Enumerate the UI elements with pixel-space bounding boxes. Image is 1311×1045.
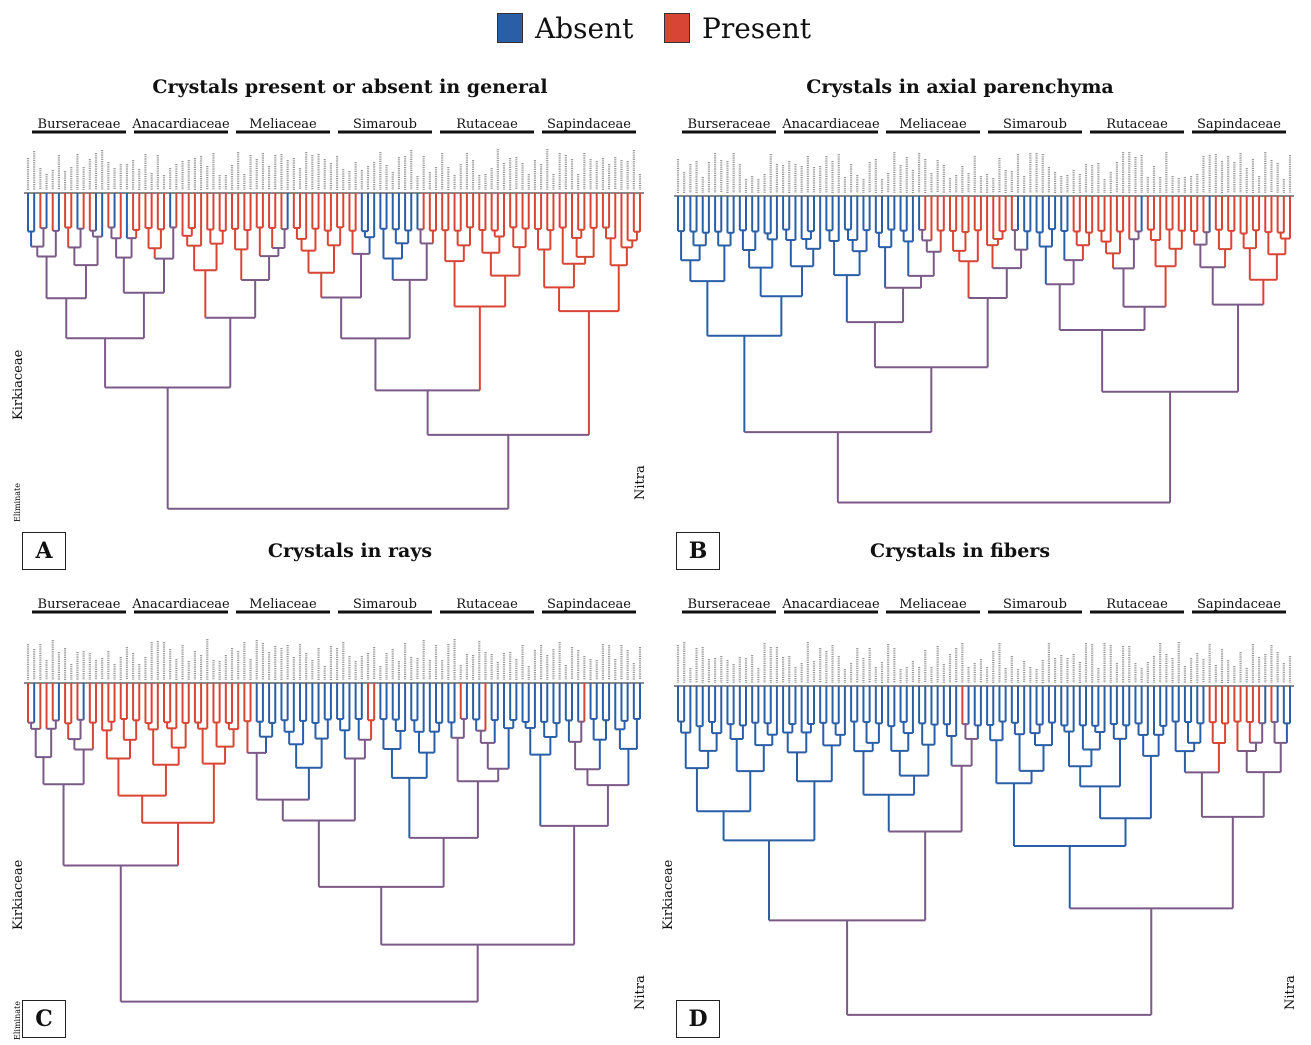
family-label: Rutaceae <box>456 597 518 612</box>
legend-item-present: Present <box>664 8 811 48</box>
outgroup-label-left: Kirkiaceae <box>661 859 676 930</box>
family-label: Burseraceae <box>688 117 771 132</box>
phylogeny-tree: Burseraceae Anacardiaceae Meliaceae Simarou… <box>661 597 1298 1016</box>
panel-title: Crystals in axial parenchyma <box>806 76 1114 98</box>
family-label: Simaroub <box>1003 597 1067 612</box>
family-label: Sapindaceae <box>547 117 631 132</box>
family-label: Simaroub <box>1003 117 1067 132</box>
family-label: Burseraceae <box>688 597 771 612</box>
panel-letter: A <box>22 532 66 570</box>
family-label: Anacardiaceae <box>131 597 230 612</box>
family-label: Anacardiaceae <box>131 117 230 132</box>
panel-letter: D <box>676 1000 720 1038</box>
outgroup-label-right: Nitra <box>1283 975 1298 1010</box>
phylogeny-tree: Burseraceae Anacardiaceae Meliaceae Simarou… <box>674 117 1294 504</box>
legend-label-present: Present <box>702 11 812 45</box>
panel-letter: C <box>22 1000 66 1038</box>
outgroup-label-left: Kirkiaceae <box>11 349 26 420</box>
family-label: Simaroub <box>353 597 417 612</box>
family-label: Simaroub <box>353 117 417 132</box>
family-label: Sapindaceae <box>547 597 631 612</box>
family-label: Anacardiaceae <box>781 117 880 132</box>
family-label: Burseraceae <box>38 597 121 612</box>
legend: Absent Present <box>0 8 1311 48</box>
legend-label-absent: Absent <box>535 11 634 45</box>
outgroup-label-right: Nitra <box>633 975 648 1010</box>
phylogeny-tree: Burseraceae Anacardiaceae Meliaceae Simarou… <box>11 117 648 522</box>
phylogeny-tree: Burseraceae Anacardiaceae Meliaceae Simarou… <box>11 597 648 1040</box>
family-label: Rutaceae <box>1106 117 1168 132</box>
family-label: Meliaceae <box>249 117 317 132</box>
panel-letter: B <box>676 532 720 570</box>
panel-title: Crystals in fibers <box>869 540 1051 562</box>
family-label: Sapindaceae <box>1197 117 1281 132</box>
legend-swatch-absent <box>497 13 523 43</box>
family-label: Meliaceae <box>249 597 317 612</box>
family-label: Sapindaceae <box>1197 597 1281 612</box>
legend-swatch-present <box>664 13 690 43</box>
family-label: Rutaceae <box>456 117 518 132</box>
panel-title: Crystals present or absent in general <box>152 76 548 98</box>
family-label: Anacardiaceae <box>781 597 880 612</box>
family-label: Meliaceae <box>899 117 967 132</box>
family-label: Meliaceae <box>899 597 967 612</box>
family-label: Rutaceae <box>1106 597 1168 612</box>
outgroup-label-right: Nitra <box>633 465 648 500</box>
family-label: Burseraceae <box>38 117 121 132</box>
outgroup-label-eliminate: Eliminate <box>13 483 22 522</box>
outgroup-label-eliminate: Eliminate <box>13 1001 22 1040</box>
panel-title: Crystals in rays <box>267 540 433 562</box>
legend-item-absent: Absent <box>497 8 633 48</box>
outgroup-label-left: Kirkiaceae <box>11 859 26 930</box>
